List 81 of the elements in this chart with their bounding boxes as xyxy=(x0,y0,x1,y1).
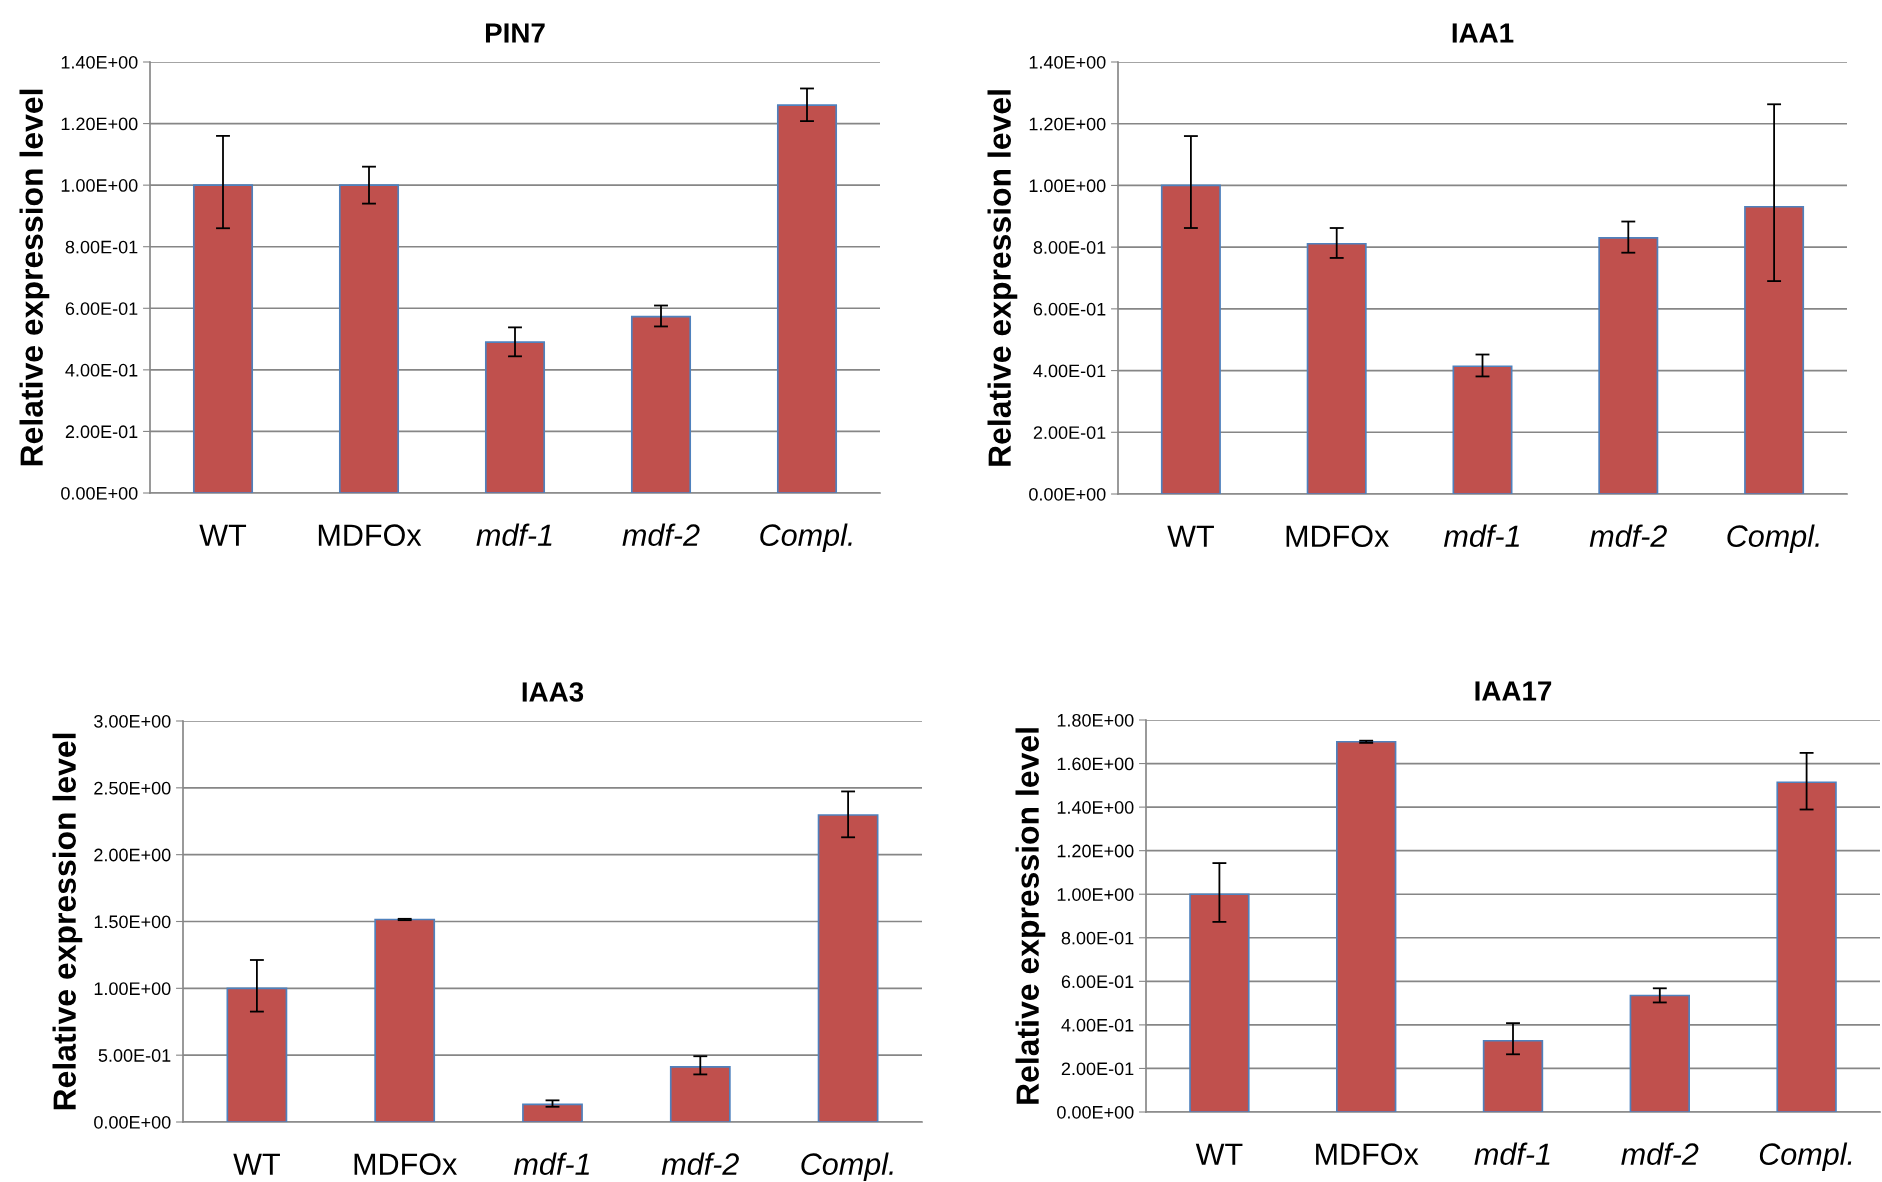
y-tick-label: 2.50E+00 xyxy=(94,781,171,795)
x-tick-label: Compl. xyxy=(760,523,852,553)
bar xyxy=(1482,1039,1544,1112)
y-tick-label: 8.00E-01 xyxy=(1033,241,1106,254)
bar xyxy=(1776,781,1837,1112)
x-tick-label: MDFOx xyxy=(354,1153,457,1175)
y-tick-label: 1.20E+00 xyxy=(61,117,138,131)
bar xyxy=(776,104,838,493)
y-tick-label: 1.80E+00 xyxy=(1057,713,1134,727)
y-tick-label: 1.40E+00 xyxy=(1057,801,1134,814)
y-tick-label: 0.00E+00 xyxy=(1029,487,1106,501)
bar xyxy=(226,987,288,1122)
bar xyxy=(484,341,546,493)
y-tick-label: 2.00E+00 xyxy=(94,848,171,862)
x-tick-label: MDFOx xyxy=(1316,1143,1419,1165)
y-tick-label: 0.00E+00 xyxy=(61,486,138,500)
x-tick-label: mdf-1 xyxy=(513,1152,589,1176)
x-tick-label: Compl. xyxy=(1727,524,1819,554)
y-axis-title: Relative expression level xyxy=(987,90,1018,466)
y-tick-label: 1.40E+00 xyxy=(61,55,138,69)
x-tick-label: mdf-1 xyxy=(1443,524,1519,548)
bar xyxy=(374,918,436,1122)
x-tick-label: WT xyxy=(1167,525,1214,547)
y-tick-label: 1.00E+00 xyxy=(61,179,138,192)
y-tick-label: 1.50E+00 xyxy=(94,915,171,929)
y-axis-title: Relative expression level xyxy=(1015,728,1046,1104)
y-tick-label: 8.00E-01 xyxy=(65,240,138,254)
y-tick-label: 1.20E+00 xyxy=(1029,117,1106,131)
bar xyxy=(1598,237,1659,494)
bar xyxy=(1189,893,1250,1112)
chart-title: IAA3 xyxy=(522,682,584,702)
y-axis-title: Relative expression level xyxy=(52,733,83,1110)
y-tick-label: 1.60E+00 xyxy=(1057,757,1134,771)
y-tick-label: 2.00E-01 xyxy=(1061,1062,1134,1076)
y-tick-label: 1.40E+00 xyxy=(1029,55,1106,69)
x-tick-label: Compl. xyxy=(1759,1142,1852,1172)
y-tick-label: 0.00E+00 xyxy=(1057,1105,1134,1119)
y-tick-label: 1.00E+00 xyxy=(1029,179,1106,193)
x-tick-label: WT xyxy=(199,524,247,546)
y-tick-label: 4.00E-01 xyxy=(1033,364,1106,378)
x-tick-label: mdf-2 xyxy=(1621,1142,1699,1166)
bar xyxy=(1336,740,1397,1112)
y-tick-label: 3.00E+00 xyxy=(94,714,171,728)
y-tick-label: 2.00E-01 xyxy=(65,425,138,439)
bar xyxy=(669,1065,731,1122)
y-tick-label: 4.00E-01 xyxy=(65,363,138,377)
chart-title: PIN7 xyxy=(485,23,545,43)
bar xyxy=(817,814,879,1122)
bar xyxy=(630,315,692,493)
x-tick-label: mdf-1 xyxy=(1474,1142,1550,1166)
y-axis-title: Relative expression level xyxy=(19,89,50,466)
x-tick-label: MDFOx xyxy=(318,524,422,546)
y-tick-label: 4.00E-01 xyxy=(1061,1018,1134,1032)
x-tick-label: MDFOx xyxy=(1286,525,1389,547)
bar xyxy=(1160,184,1221,494)
y-tick-label: 1.20E+00 xyxy=(1057,844,1134,858)
bar xyxy=(192,184,254,493)
bar xyxy=(1744,205,1805,494)
bar xyxy=(522,1103,583,1122)
x-tick-label: Compl. xyxy=(801,1152,893,1182)
bar xyxy=(1452,365,1513,494)
y-tick-label: 6.00E-01 xyxy=(1061,975,1134,989)
x-tick-label: WT xyxy=(233,1153,280,1175)
x-tick-label: mdf-2 xyxy=(1589,524,1667,548)
x-tick-label: mdf-1 xyxy=(476,523,552,547)
y-tick-label: 1.00E+00 xyxy=(94,982,171,996)
x-tick-label: mdf-2 xyxy=(661,1152,739,1176)
y-tick-label: 6.00E-01 xyxy=(65,302,138,316)
bar xyxy=(1306,242,1367,494)
y-tick-label: 1.00E+00 xyxy=(1057,888,1134,901)
y-tick-label: 6.00E-01 xyxy=(1033,302,1106,316)
y-tick-label: 0.00E+00 xyxy=(94,1115,171,1129)
x-tick-label: mdf-2 xyxy=(622,523,700,547)
chart-title: IAA17 xyxy=(1475,681,1552,701)
y-tick-label: 5.00E-01 xyxy=(98,1049,171,1062)
x-tick-label: WT xyxy=(1195,1143,1243,1165)
bar xyxy=(1629,994,1690,1112)
y-tick-label: 2.00E-01 xyxy=(1033,426,1106,440)
y-tick-label: 8.00E-01 xyxy=(1061,931,1134,945)
chart-title: IAA1 xyxy=(1452,23,1514,43)
bar xyxy=(338,184,400,493)
